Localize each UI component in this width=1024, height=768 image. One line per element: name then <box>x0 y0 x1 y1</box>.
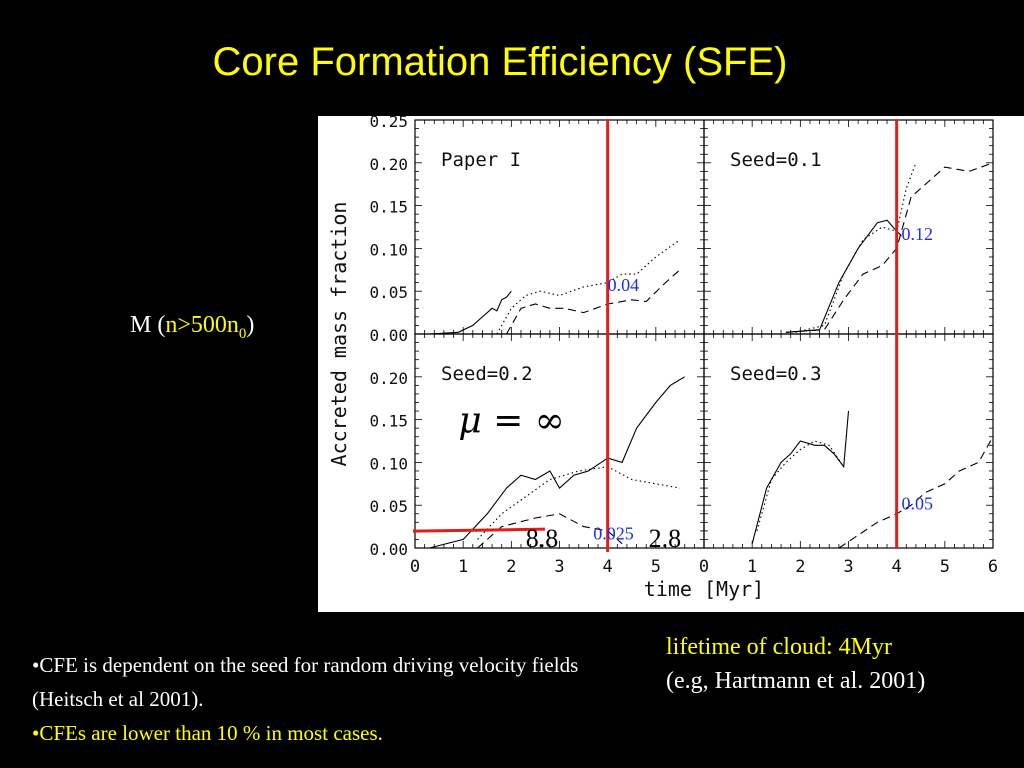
x-tick-label: 6 <box>988 557 998 577</box>
panel-label: Seed=0.3 <box>730 363 822 385</box>
mass-label-subscript: 0 <box>238 325 247 342</box>
bullet-list: •CFE is dependent on the seed for random… <box>32 648 632 750</box>
cfe-value-label: 0.05 <box>901 493 933 513</box>
y-tick-label: 0.10 <box>369 240 408 259</box>
y-tick-label: 0.15 <box>369 412 408 431</box>
y-tick-label: 0.15 <box>369 198 408 217</box>
y-tick-label: 0.00 <box>369 326 408 345</box>
mass-label-suffix: ) <box>246 312 255 338</box>
x-tick-label: 1 <box>747 557 757 577</box>
cfe-value-label: 0.04 <box>608 275 640 295</box>
y-tick-label: 0.10 <box>369 454 408 473</box>
panel-label: Seed=0.1 <box>730 149 822 171</box>
y-axis-title: Accreted mass fraction <box>327 202 351 467</box>
x-tick-label: 1 <box>458 557 468 577</box>
y-tick-label: 0.00 <box>369 540 408 559</box>
cfe-value-label: 0.025 <box>593 523 634 543</box>
series-dashed <box>506 269 681 335</box>
lifetime-line-2: (e.g, Hartmann et al. 2001) <box>666 668 926 694</box>
x-tick-label: 5 <box>651 557 661 577</box>
cfe-figure: Paper I Seed=0.1 Seed=0.2 Seed=0.3 0.25 0.20 0… <box>318 112 1024 612</box>
x-tick-label: 5 <box>940 557 950 577</box>
lifetime-line-1: lifetime of cloud: 4Myr <box>666 634 892 660</box>
y-tick-label: 0.20 <box>369 369 408 388</box>
value-right-label: 2.8 <box>649 524 682 553</box>
mu-infinity-label: μ = ∞ <box>458 400 564 441</box>
cfe-value-label: 0.12 <box>901 224 933 244</box>
bullet-item-2: •CFEs are lower than 10 % in most cases. <box>32 721 383 745</box>
series-solid <box>429 376 685 549</box>
x-tick-label: 2 <box>506 557 516 577</box>
y-tick-label: 0.05 <box>369 283 408 302</box>
series-solid <box>429 290 512 335</box>
value-left-label: 8.8 <box>526 524 559 553</box>
mass-label-condition: n>500n <box>165 312 239 338</box>
series-dotted <box>756 440 845 532</box>
x-tick-label: 0 <box>699 557 709 577</box>
bullet-item-1: •CFE is dependent on the seed for random… <box>32 653 579 711</box>
panel-label: Paper I <box>441 149 521 171</box>
x-tick-label: 3 <box>554 557 564 577</box>
y-tick-label: 0.25 <box>369 116 408 131</box>
slide-title: Core Formation Efficiency (SFE) <box>212 40 788 84</box>
series-dotted <box>477 466 680 540</box>
cfe-chart-svg: Paper I Seed=0.1 Seed=0.2 Seed=0.3 0.25 0.20 0… <box>318 112 1024 612</box>
x-tick-label: 0 <box>410 557 420 577</box>
x-axis-title: time [Myr] <box>644 577 764 601</box>
x-tick-label: 4 <box>892 557 902 577</box>
series-dotted <box>795 162 917 333</box>
x-tick-label: 4 <box>603 557 613 577</box>
series-solid <box>785 219 902 333</box>
x-tick-label: 3 <box>843 557 853 577</box>
series-dashed <box>838 436 994 549</box>
lifetime-note: lifetime of cloud: 4Myr (e.g, Hartmann e… <box>666 630 1024 698</box>
x-tick-label: 2 <box>795 557 805 577</box>
cfe-level-line <box>412 527 546 533</box>
mass-threshold-label: M (n>500n0) <box>130 312 254 343</box>
y-tick-label: 0.20 <box>369 155 408 174</box>
series-dotted <box>496 239 681 335</box>
y-tick-label: 0.05 <box>369 497 408 516</box>
panel-label: Seed=0.2 <box>441 363 533 385</box>
mass-label-prefix: M ( <box>130 312 166 338</box>
